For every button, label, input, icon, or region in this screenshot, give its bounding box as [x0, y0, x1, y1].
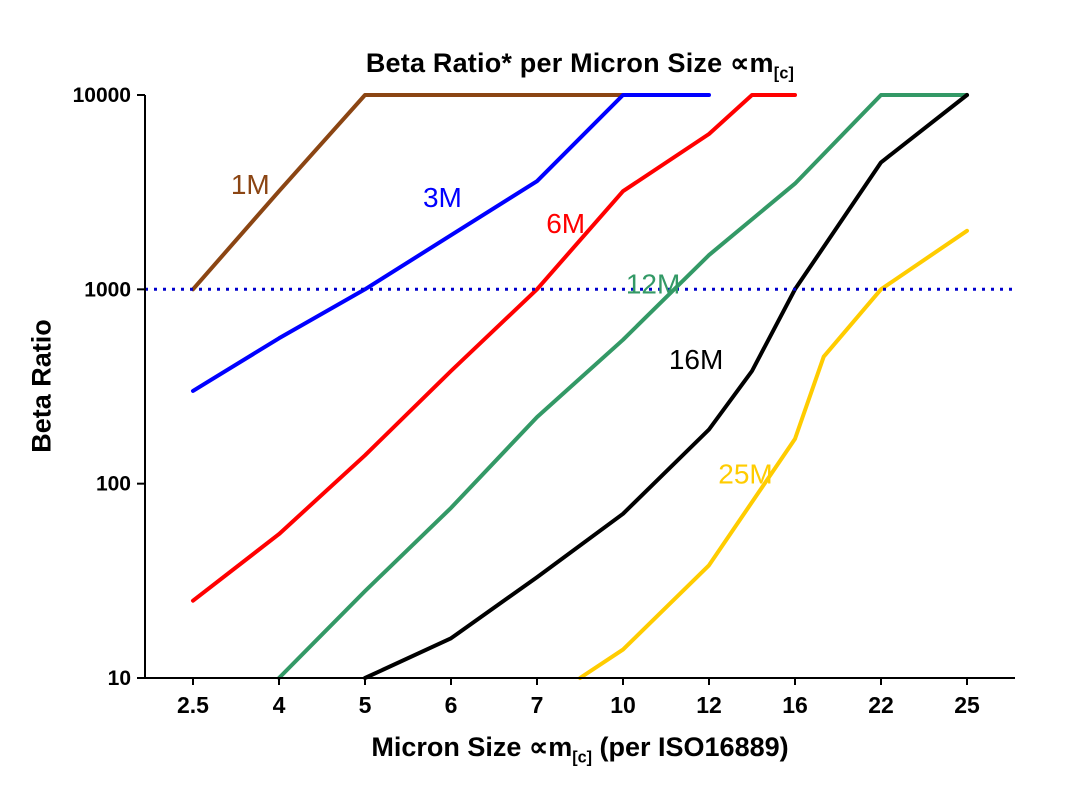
y-tick-label: 1000 [84, 278, 131, 301]
series-label-12M: 12M [626, 269, 680, 300]
x-axis-title: Micron Size ∝m[c] (per ISO16889) [145, 732, 1015, 767]
y-tick-label: 10 [108, 667, 131, 690]
x-tick-label: 4 [273, 692, 286, 718]
series-label-6M: 6M [546, 208, 585, 239]
series-label-16M: 16M [669, 344, 723, 375]
chart-title-text: Beta Ratio* per Micron Size ∝m [365, 48, 774, 78]
chart-title: Beta Ratio* per Micron Size ∝m[c] [145, 48, 1015, 83]
x-axis-title-suffix: (per ISO16889) [592, 732, 789, 762]
x-tick-label: 2.5 [177, 692, 209, 718]
x-tick-label: 5 [359, 692, 372, 718]
x-tick-label: 16 [782, 692, 808, 718]
x-axis-title-text: Micron Size ∝m [371, 732, 573, 762]
series-label-1M: 1M [231, 169, 270, 200]
series-label-25M: 25M [718, 459, 772, 490]
series-line-6M [191, 93, 797, 603]
series-label-3M: 3M [423, 182, 462, 213]
x-tick-label: 10 [610, 692, 636, 718]
x-tick-label: 12 [696, 692, 722, 718]
x-axis-title-subscript: [c] [572, 748, 593, 767]
series-line-12M [277, 93, 969, 680]
series-line-3M [191, 93, 711, 393]
series-line-1M [191, 93, 625, 292]
y-tick-label: 10000 [73, 84, 131, 107]
series-line-25M [578, 228, 969, 680]
y-tick-label: 100 [96, 473, 131, 496]
x-tick-label: 7 [531, 692, 544, 718]
x-tick-label: 6 [445, 692, 458, 718]
x-tick-label: 22 [868, 692, 894, 718]
chart-title-subscript: [c] [773, 64, 795, 83]
series-line-16M [363, 93, 969, 680]
x-tick-label: 25 [954, 692, 980, 718]
